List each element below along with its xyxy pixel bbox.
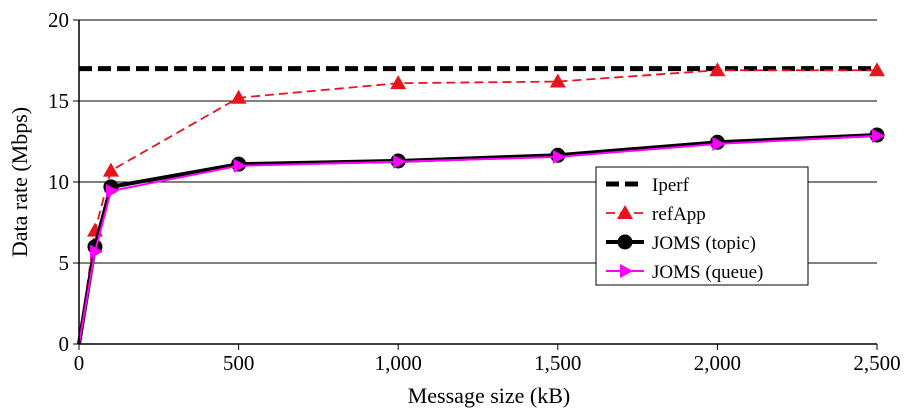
series-1-point-6: [709, 62, 726, 77]
legend-marker-3: [620, 264, 633, 278]
series-1-point-2: [102, 162, 119, 177]
legend-marker-1: [617, 205, 633, 219]
legend-label-1: refApp: [652, 204, 706, 225]
series-layer: [77, 62, 885, 345]
x-axis-title: Message size (kB): [408, 383, 571, 408]
series-3-point-6: [712, 136, 726, 151]
y-tick-label-4: 20: [48, 8, 69, 32]
series-1-point-3: [230, 89, 247, 104]
legend-marker-2: [617, 234, 633, 250]
y-tick-label-3: 15: [48, 89, 69, 113]
series-1-point-7: [869, 62, 885, 77]
series-1-point-4: [390, 75, 407, 90]
x-tick-label-4: 2,000: [694, 351, 741, 375]
series-3-point-3: [233, 158, 247, 173]
series-1-point-5: [549, 73, 566, 88]
legend: Iperf refApp JOMS (topic) JOMS (queue): [595, 166, 809, 286]
series-3: [78, 128, 885, 345]
legend-label-3: JOMS (queue): [652, 262, 763, 283]
series-3-point-7: [872, 128, 885, 143]
legend-box: [595, 166, 809, 286]
series-3-point-2: [105, 183, 119, 198]
y-axis-title: Data rate (Mbps): [7, 107, 32, 257]
y-tick-label-1: 5: [59, 251, 70, 275]
x-tick-label-5: 2,500: [853, 351, 900, 375]
tick-labels: 0 500 1,000 1,500 2,000 2,500 0 5 10 15 20: [48, 8, 901, 375]
x-tick-label-0: 0: [74, 351, 85, 375]
series-line-1: [78, 69, 877, 345]
x-tick-label-3: 1,500: [534, 351, 581, 375]
series-line-3: [78, 134, 878, 345]
series-3-point-5: [552, 149, 566, 164]
x-tick-label-2: 1,000: [375, 351, 422, 375]
series-line-2: [77, 133, 878, 345]
series-3-point-4: [393, 154, 407, 169]
legend-label-0: Iperf: [652, 175, 690, 196]
y-tick-label-0: 0: [59, 332, 70, 356]
x-tick-label-1: 500: [223, 351, 255, 375]
legend-label-2: JOMS (topic): [652, 233, 756, 254]
y-tick-label-2: 10: [48, 170, 69, 194]
series-3-point-1: [89, 244, 103, 259]
